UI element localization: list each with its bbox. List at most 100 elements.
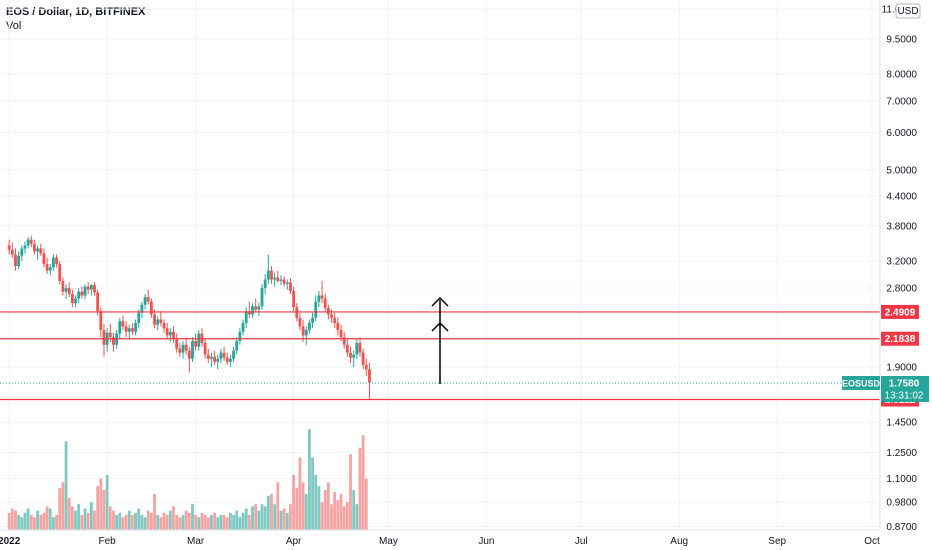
volume-bar (244, 508, 248, 530)
candle-body (270, 270, 273, 280)
x-tick-label: Mar (187, 536, 205, 547)
volume-bar (118, 512, 122, 530)
y-tick-label: 7.0000 (886, 97, 917, 108)
candle-body (89, 285, 93, 290)
candle-body (80, 291, 84, 296)
volume-bar (339, 493, 343, 530)
volume-bar (251, 506, 254, 530)
candle-body (124, 326, 128, 332)
candle-body (333, 317, 337, 323)
y-tick-label: 0.9800 (886, 498, 917, 509)
volume-bar (235, 510, 239, 530)
grid (0, 0, 880, 530)
price-axis[interactable]: 11.00009.50008.00007.00006.00005.00004.4… (882, 5, 918, 533)
candle-body (20, 248, 24, 256)
volume-bar (159, 517, 163, 530)
candle-body (213, 356, 216, 362)
volume-bar (86, 512, 90, 530)
candle-body (55, 257, 58, 265)
volume-bar (17, 515, 21, 530)
volume-bar (279, 510, 283, 530)
volume-bar (108, 506, 112, 530)
volume-bar (326, 482, 330, 530)
candle-body (368, 369, 371, 383)
volume-bar (194, 515, 198, 530)
volume-bar (105, 474, 109, 530)
candle-body (311, 317, 314, 323)
candle-body (118, 321, 122, 334)
volume-bar (295, 488, 299, 530)
volume-bar (165, 515, 169, 530)
up-arrow-drawing[interactable] (431, 296, 449, 384)
volume-bar (153, 493, 156, 530)
y-tick-label: 1.4500 (886, 418, 917, 429)
currency-badge[interactable]: USD (895, 3, 921, 19)
y-tick-label: 9.5000 (886, 34, 917, 45)
volume-bars (7, 429, 368, 530)
time-axis[interactable]: 2022 Feb Mar Apr May Jun Jul Aug Sep Oct (0, 536, 880, 547)
volume-bar (317, 486, 321, 530)
candle-body (289, 282, 292, 291)
candle-body (146, 296, 150, 302)
volume-bar (361, 435, 365, 530)
volume-bar (175, 515, 179, 530)
volume-bar (96, 486, 100, 530)
candle-body (342, 337, 346, 345)
volume-bar (219, 515, 223, 530)
candle-body (216, 358, 220, 362)
currency-badge-box (895, 3, 921, 19)
volume-bar (124, 515, 128, 530)
volume-bar (257, 510, 261, 530)
y-tick-label: 0.8700 (886, 522, 917, 533)
candle-body (127, 328, 131, 332)
volume-bar (178, 517, 182, 530)
volume-bar (64, 441, 68, 530)
symbol-label-text: EOSUSD (842, 378, 881, 388)
volume-bar (216, 517, 220, 530)
y-tick-label: 8.0000 (886, 69, 917, 80)
candle-body (67, 288, 71, 294)
volume-bar (289, 504, 292, 530)
volume-bar (162, 512, 166, 530)
candle-body (301, 326, 305, 336)
volume-bar (352, 490, 356, 530)
x-tick-label: Aug (670, 536, 688, 547)
volume-bar (52, 517, 55, 530)
candle-body (194, 340, 198, 347)
candle-body (257, 306, 261, 310)
candle-body (298, 317, 302, 327)
candle-body (23, 245, 27, 249)
volume-bar (345, 502, 349, 530)
volume-bar (238, 517, 242, 530)
volume-bar (140, 515, 144, 530)
candle-body (48, 267, 52, 271)
arrow-head-top-icon (431, 296, 449, 307)
volume-bar (304, 493, 308, 530)
volume-bar (23, 512, 27, 530)
candle-body (336, 322, 340, 330)
candle-body (77, 291, 81, 299)
volume-bar (80, 515, 84, 530)
price-label-text: 2.1838 (885, 334, 916, 345)
candles (7, 235, 371, 400)
volume-bar (184, 510, 188, 530)
x-tick-label: Oct (864, 536, 880, 547)
x-tick-label: Apr (286, 536, 302, 547)
candle-body (178, 348, 182, 353)
candle-body (232, 350, 235, 359)
volume-bar (181, 515, 185, 530)
candle-body (52, 257, 55, 268)
volume-bar (61, 482, 65, 530)
candle-body (308, 322, 311, 330)
candle-body (143, 296, 147, 305)
volume-bar (241, 512, 245, 530)
candle-body (273, 277, 277, 280)
candle-body (33, 243, 36, 252)
volume-bar (143, 517, 147, 530)
candle-body (96, 292, 100, 312)
volume-bar (260, 504, 264, 530)
countdown-text: 13:31:02 (885, 390, 924, 401)
candle-body (191, 340, 194, 359)
candle-body (244, 311, 248, 323)
